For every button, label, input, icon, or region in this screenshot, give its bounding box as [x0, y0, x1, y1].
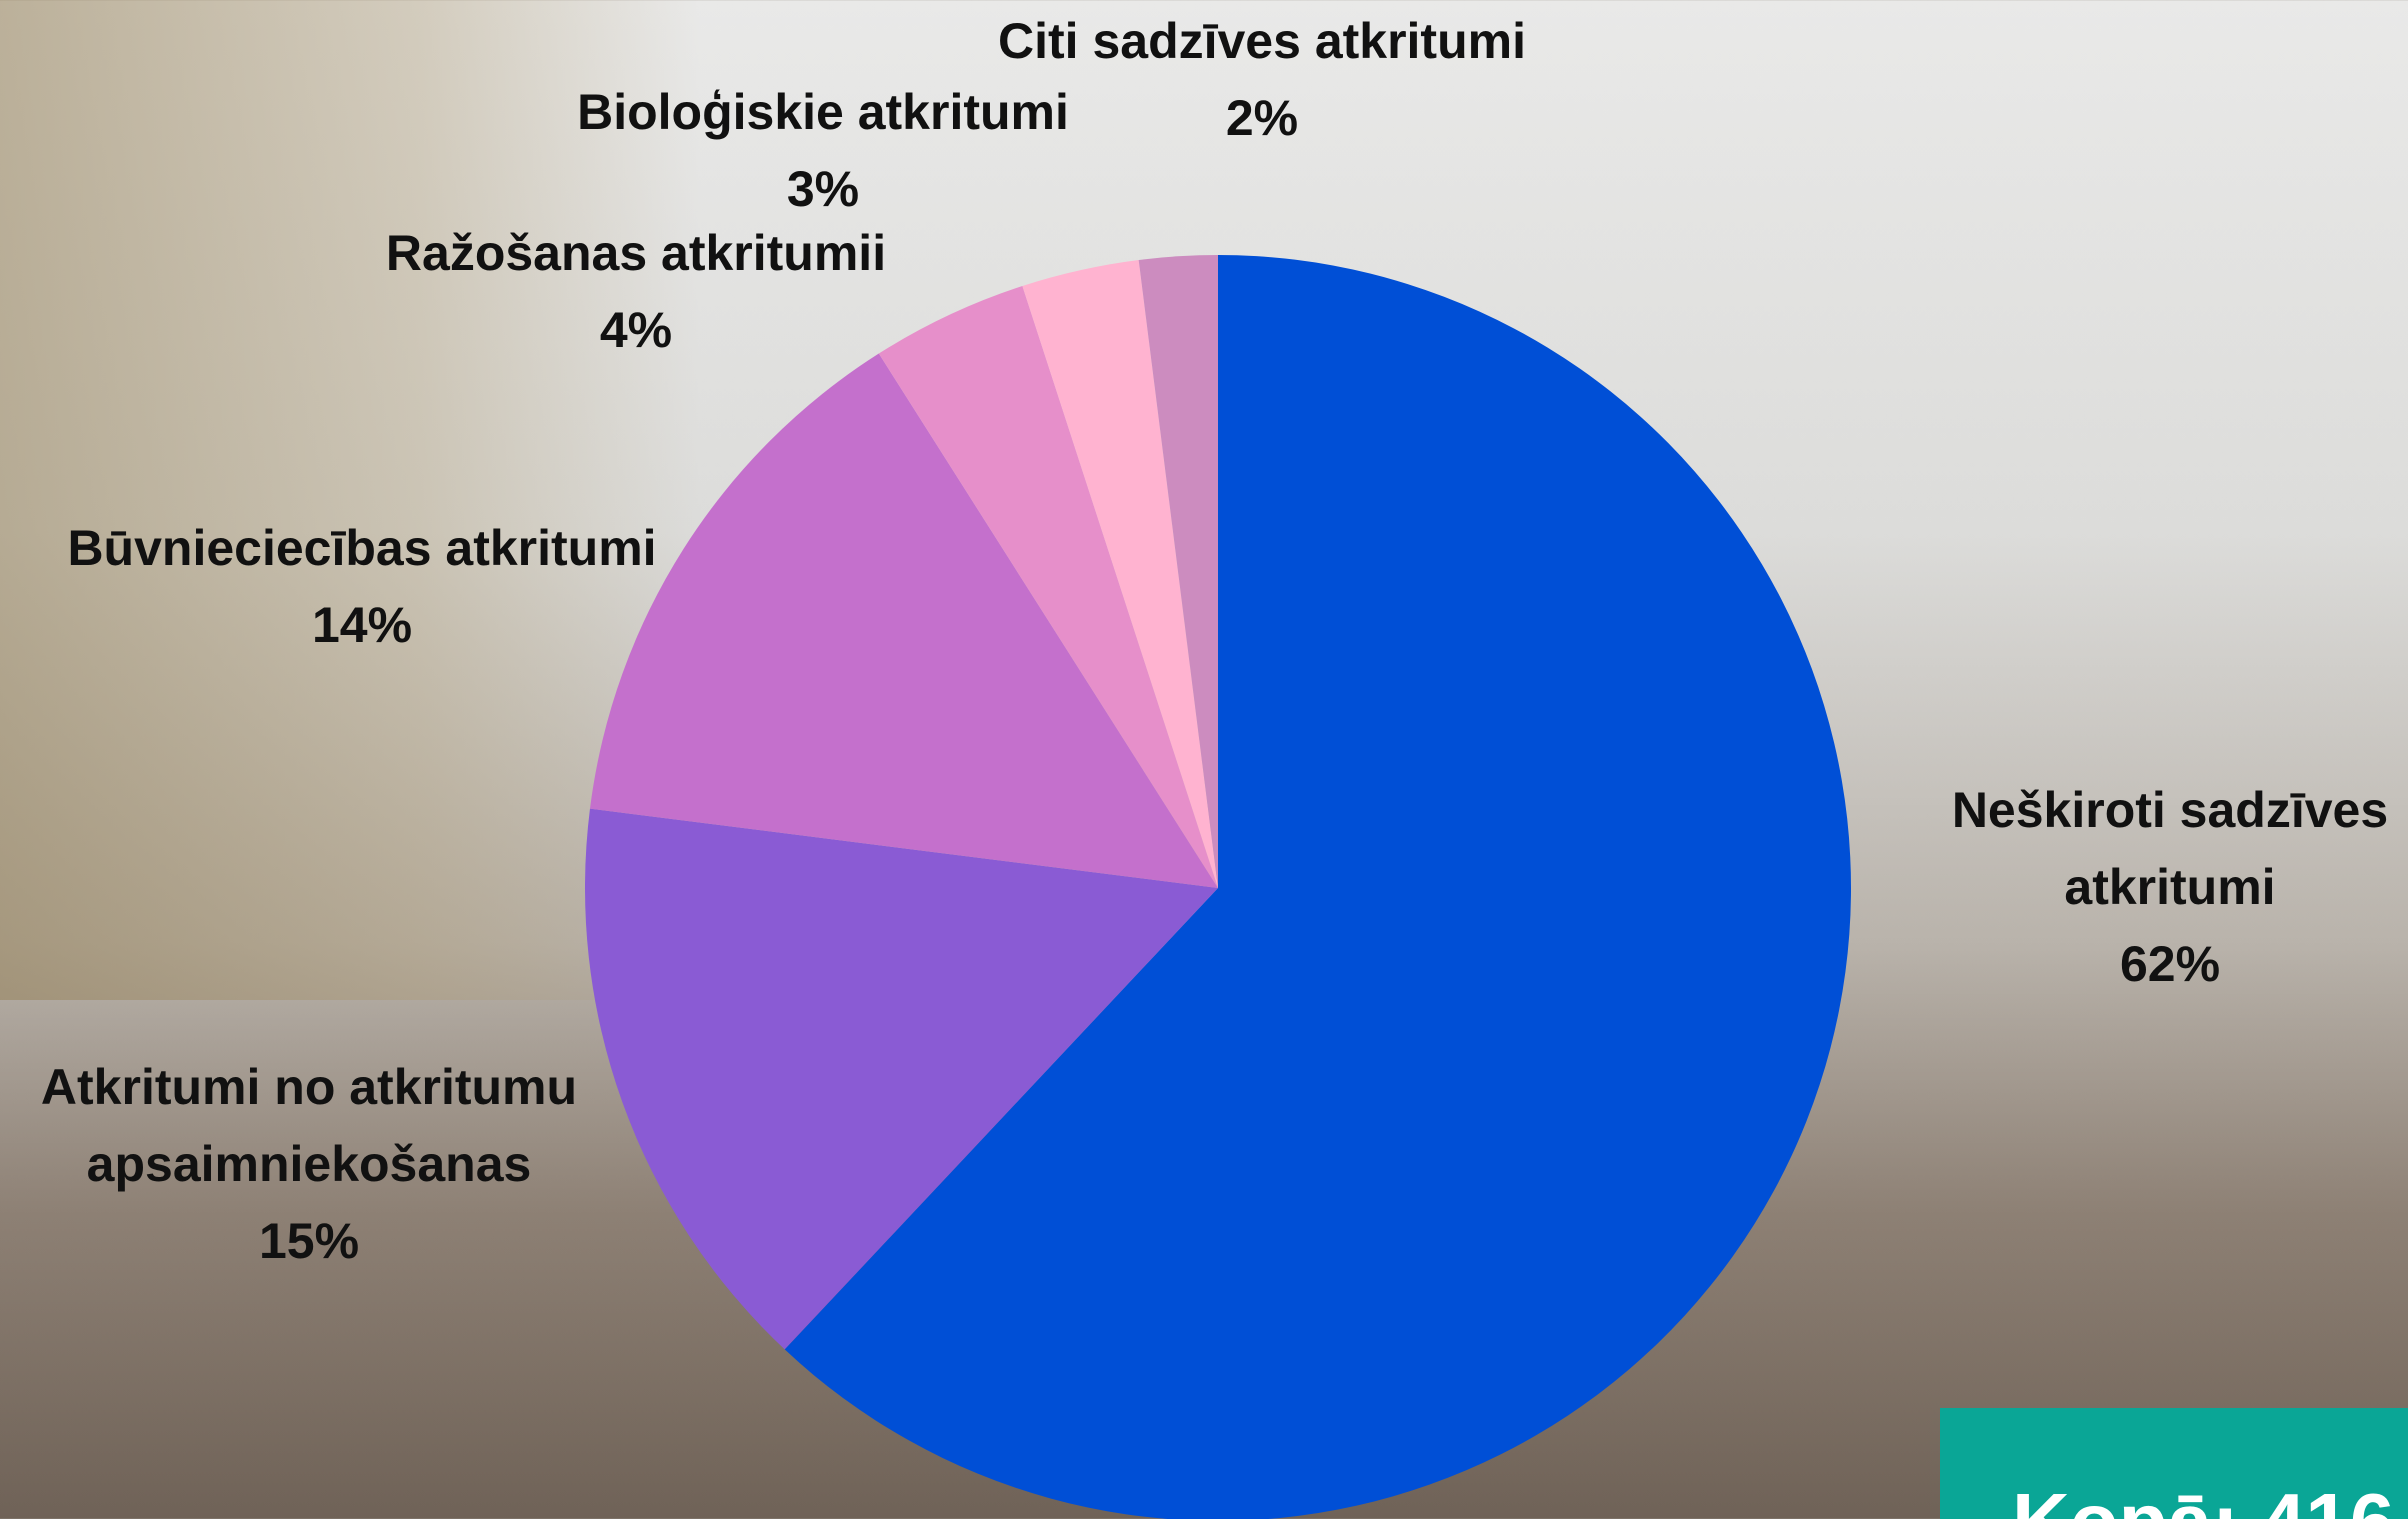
- percent-label: 15%: [258, 1213, 360, 1269]
- percent-label: 62%: [2119, 936, 2221, 992]
- pie-slice: [784, 255, 1851, 1519]
- category-name: Neškiroti sadzīves atkritumi: [1951, 782, 2389, 915]
- slice-label: Neškiroti sadzīves atkritumi 62%: [1910, 772, 2408, 1003]
- percent-label: 2%: [1225, 90, 1299, 146]
- slice-label: Bioloģiskie atkritumi 3%: [577, 74, 1069, 228]
- slice-label: Būvnieciecības atkritumi 14%: [67, 510, 656, 664]
- percent-label: 14%: [311, 597, 413, 653]
- pie-slice: [1022, 259, 1218, 888]
- category-name: Atkritumi no atkritumu apsaimniekošanas: [40, 1059, 578, 1192]
- background-photo: [0, 0, 700, 1000]
- category-name: Bioloģiskie atkritumi: [577, 84, 1069, 140]
- total-box: Kopā: 416: [1940, 1408, 2408, 1519]
- category-name: Ražošanas atkritumii: [385, 225, 887, 281]
- total-label: Kopā: 416: [2012, 1476, 2394, 1519]
- pie-slice: [589, 353, 1218, 889]
- category-name: Citi sadzīves atkritumi: [998, 13, 1526, 69]
- percent-label: 4%: [599, 302, 673, 358]
- pie-slice: [878, 285, 1218, 889]
- category-name: Būvnieciecības atkritumi: [67, 520, 657, 576]
- slice-label: Atkritumi no atkritumu apsaimniekošanas 1…: [0, 1049, 629, 1280]
- pie-slice: [1138, 255, 1218, 888]
- slice-label: Ražošanas atkritumii 4%: [386, 215, 886, 369]
- slice-label: Citi sadzīves atkritumi 2%: [998, 3, 1526, 157]
- percent-label: 3%: [786, 161, 860, 217]
- pie-slice: [584, 808, 1218, 1350]
